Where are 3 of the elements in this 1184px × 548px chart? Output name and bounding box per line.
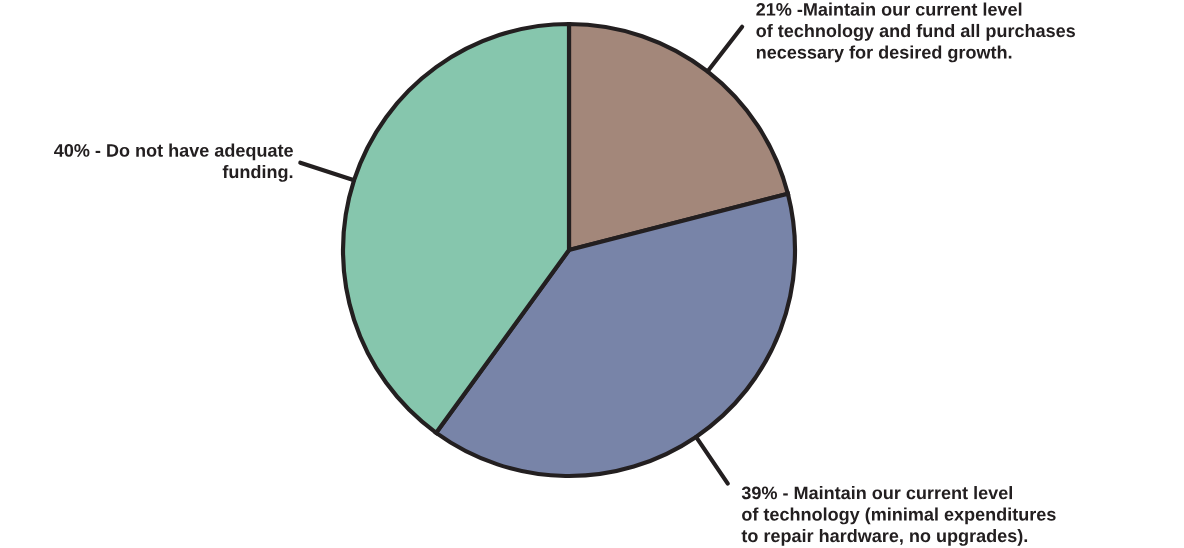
slice-label: 40% - Do not have adequate funding. <box>54 143 293 182</box>
slice-label: 39% - Maintain our current level of technology (minimal expenditures to repair hardware, no upgrades). <box>741 486 1056 546</box>
slice-label: 21% -Maintain our current level of technology and fund all purchases necessary for desired growth. <box>756 2 1075 63</box>
